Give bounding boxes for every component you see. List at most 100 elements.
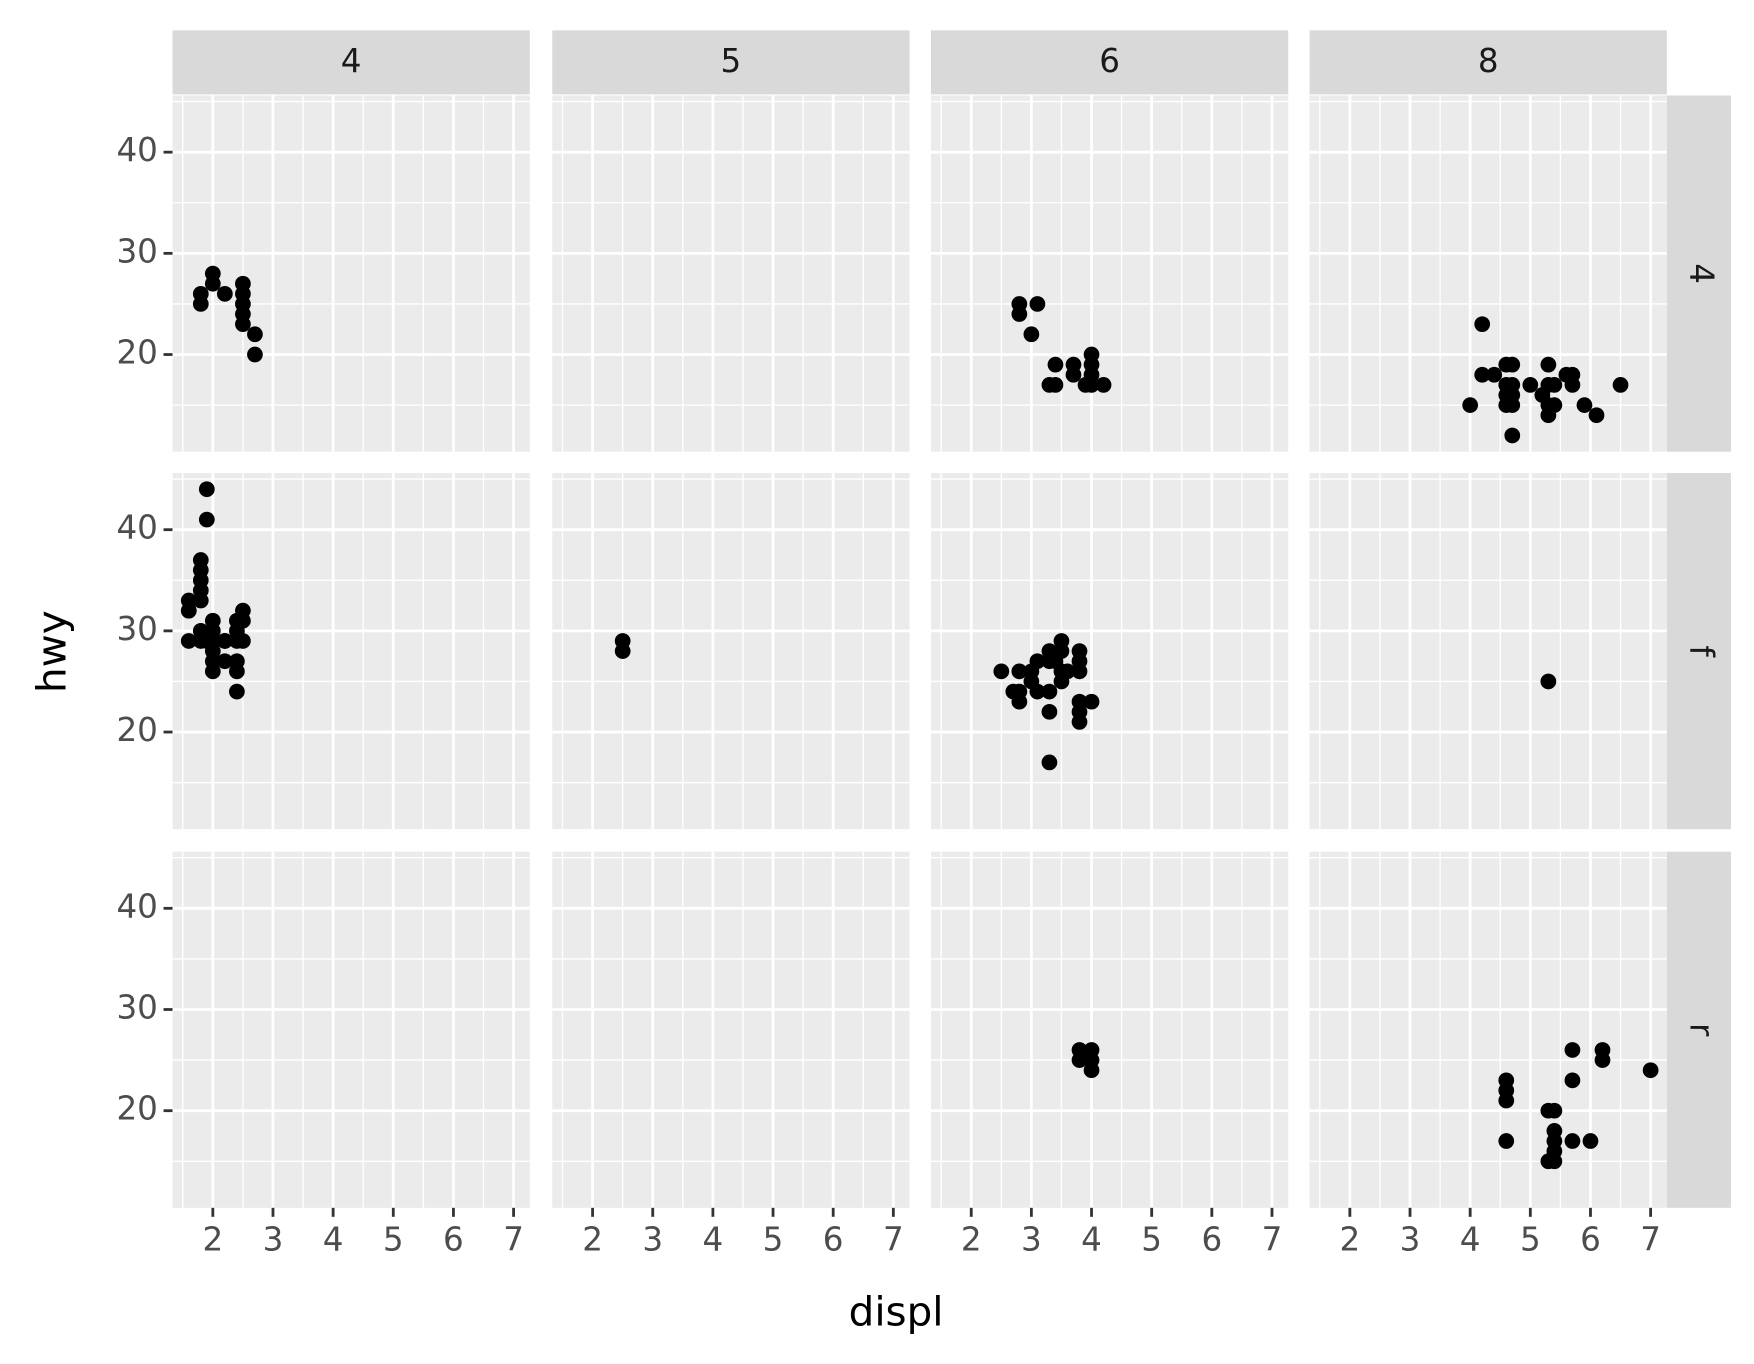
x-tick-label: 5 (1141, 1221, 1162, 1259)
y-tick-label: 30 (116, 989, 157, 1027)
y-tick-label: 40 (116, 509, 157, 547)
point (1071, 663, 1088, 680)
point (1462, 397, 1479, 413)
x-tick-label: 3 (642, 1221, 663, 1259)
point (1546, 1102, 1563, 1119)
panel (172, 95, 530, 452)
point (1564, 1042, 1581, 1058)
point (1029, 683, 1046, 700)
x-tick-label: 5 (383, 1221, 404, 1259)
point (1083, 1062, 1100, 1079)
point (1486, 366, 1503, 383)
panel (930, 473, 1289, 830)
x-tick-label: 6 (1580, 1221, 1601, 1259)
panel (552, 851, 910, 1208)
point (1546, 397, 1563, 413)
column-strip (172, 30, 530, 95)
x-tick-label: 7 (503, 1221, 524, 1259)
x-tick-label: 6 (823, 1221, 844, 1259)
x-tick-label: 2 (961, 1221, 982, 1259)
column-strip (552, 30, 910, 95)
point (235, 612, 251, 629)
point (247, 326, 263, 343)
y-tick-label: 40 (116, 131, 157, 169)
panel (1309, 95, 1667, 452)
panel (930, 95, 1289, 452)
panel (930, 851, 1289, 1208)
point (198, 481, 215, 498)
point (993, 663, 1010, 680)
column-strip-label: 8 (1478, 42, 1499, 80)
point (192, 296, 209, 312)
point (1029, 653, 1046, 670)
point (1011, 663, 1028, 680)
point (1642, 1062, 1659, 1079)
point (1041, 754, 1058, 771)
point (1041, 703, 1058, 720)
point (1576, 397, 1593, 413)
point (247, 346, 263, 363)
point (198, 511, 215, 528)
column-strip-label: 6 (1099, 42, 1120, 80)
point (1546, 1153, 1563, 1170)
point (1504, 356, 1521, 373)
x-tick-label: 3 (1021, 1221, 1042, 1259)
point (614, 643, 631, 659)
point (216, 285, 233, 302)
row-strip-label: r (1682, 1023, 1720, 1037)
point (1588, 407, 1605, 424)
point (1474, 316, 1491, 333)
point (1564, 377, 1581, 393)
row-strip-label: f (1682, 645, 1720, 658)
point (204, 663, 221, 680)
point (216, 633, 233, 649)
point (1594, 1052, 1611, 1068)
point (1047, 377, 1064, 393)
point (1071, 1052, 1088, 1068)
point (1498, 1092, 1515, 1109)
column-strip (1309, 30, 1667, 95)
point (1083, 693, 1100, 710)
point (1041, 683, 1058, 700)
panel (172, 473, 530, 830)
x-tick-label: 4 (1460, 1221, 1481, 1259)
x-tick-label: 5 (1520, 1221, 1541, 1259)
point (235, 316, 251, 333)
point (1498, 1133, 1515, 1149)
x-tick-label: 7 (883, 1221, 904, 1259)
row-strip (1666, 95, 1731, 452)
point (1083, 377, 1100, 393)
point (1011, 306, 1028, 322)
panel (172, 851, 530, 1208)
y-tick-label: 30 (116, 232, 157, 270)
point (1612, 377, 1629, 393)
point (204, 275, 221, 292)
x-tick-label: 6 (1201, 1221, 1222, 1259)
point (1065, 366, 1082, 383)
column-strip-label: 4 (341, 42, 362, 80)
x-tick-label: 3 (263, 1221, 284, 1259)
point (1047, 356, 1064, 373)
panel (1309, 473, 1667, 830)
x-tick-label: 7 (1262, 1221, 1283, 1259)
point (180, 633, 197, 649)
point (1474, 366, 1491, 383)
x-tick-label: 6 (443, 1221, 464, 1259)
point (1059, 663, 1076, 680)
point (1053, 643, 1070, 659)
y-tick-label: 20 (116, 711, 157, 749)
panel (552, 95, 910, 452)
x-tick-label: 2 (582, 1221, 603, 1259)
point (235, 633, 251, 649)
point (1011, 693, 1028, 710)
point (1504, 427, 1521, 444)
y-tick-label: 40 (116, 887, 157, 925)
x-tick-label: 2 (202, 1221, 223, 1259)
point (229, 683, 245, 700)
y-axis-title: hwy (28, 610, 76, 693)
x-tick-label: 7 (1640, 1221, 1661, 1259)
x-tick-label: 2 (1340, 1221, 1361, 1259)
panel (1309, 851, 1667, 1208)
